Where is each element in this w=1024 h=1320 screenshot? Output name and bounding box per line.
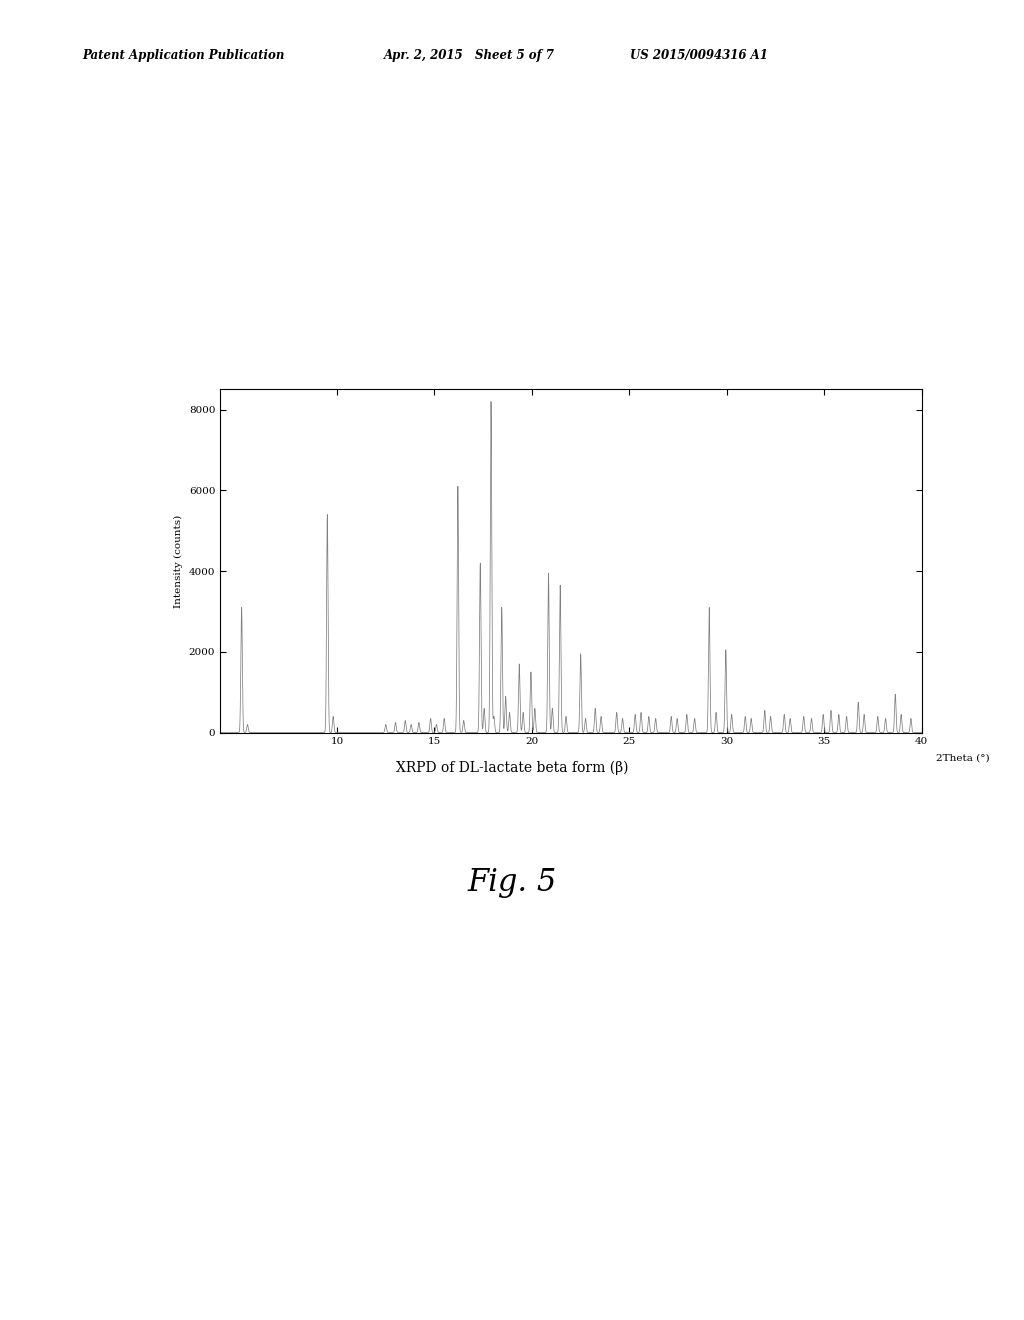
Text: US 2015/0094316 A1: US 2015/0094316 A1 <box>630 49 768 62</box>
Text: XRPD of DL-lactate beta form (β): XRPD of DL-lactate beta form (β) <box>395 760 629 775</box>
Text: Apr. 2, 2015   Sheet 5 of 7: Apr. 2, 2015 Sheet 5 of 7 <box>384 49 555 62</box>
Text: Fig. 5: Fig. 5 <box>467 867 557 898</box>
X-axis label: 2Theta (°): 2Theta (°) <box>936 754 989 762</box>
Y-axis label: Intensity (counts): Intensity (counts) <box>174 515 183 607</box>
Text: Patent Application Publication: Patent Application Publication <box>82 49 285 62</box>
